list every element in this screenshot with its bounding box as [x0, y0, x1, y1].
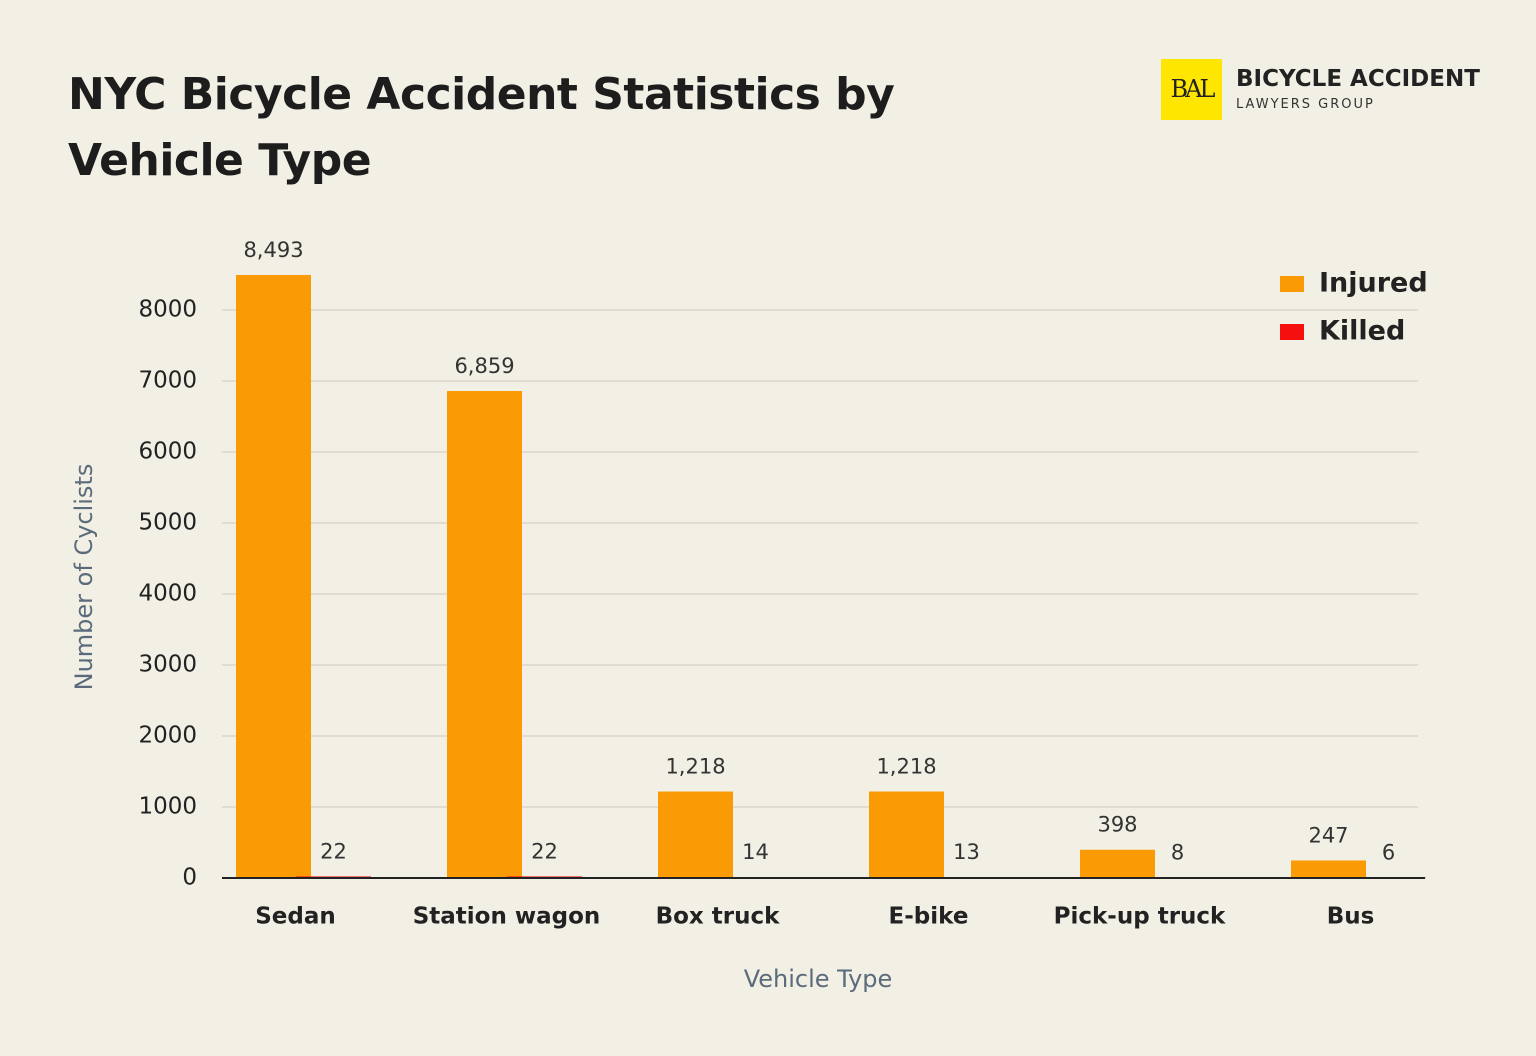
y-tick-label: 3000: [138, 652, 197, 678]
value-label: 398: [1097, 813, 1137, 837]
y-tick-label: 6000: [138, 439, 197, 465]
y-tick-label: 5000: [138, 510, 197, 536]
value-label: 22: [531, 839, 558, 863]
x-tick-label: Station wagon: [413, 904, 601, 930]
value-label: 1,218: [876, 755, 936, 779]
x-tick-label: Sedan: [255, 904, 336, 930]
x-tick-label: E-bike: [889, 904, 969, 930]
x-tick-label: Box truck: [656, 904, 781, 930]
y-tick-label: 1000: [138, 794, 197, 820]
bar: [1080, 849, 1155, 878]
y-axis-title: Number of Cyclists: [70, 464, 98, 691]
bar: [236, 274, 311, 878]
value-label: 13: [953, 840, 980, 864]
x-axis-title: Vehicle Type: [744, 965, 893, 993]
bar: [658, 791, 733, 878]
logo-mark: BAL: [1161, 59, 1222, 120]
bar: [447, 391, 522, 878]
legend-swatch: [1280, 324, 1304, 340]
x-tick-label: Pick-up truck: [1054, 904, 1226, 930]
x-tick-label: Bus: [1327, 904, 1375, 930]
logo-tagline: LAWYERS GROUP: [1236, 97, 1375, 112]
value-label: 22: [320, 839, 347, 863]
legend-label: Injured: [1319, 268, 1428, 299]
bar: [1291, 860, 1366, 878]
legend-swatch: [1280, 276, 1304, 292]
y-tick-label: 4000: [138, 581, 197, 607]
value-label: 6,859: [454, 354, 514, 378]
value-label: 6: [1382, 841, 1395, 865]
chart-title: NYC Bicycle Accident Statistics by Vehic…: [68, 69, 895, 186]
value-label: 247: [1308, 823, 1348, 847]
value-label: 8,493: [243, 238, 303, 262]
bar: [869, 791, 944, 878]
y-tick-label: 8000: [138, 297, 197, 323]
value-label: 8: [1171, 840, 1184, 864]
y-tick-label: 2000: [138, 723, 197, 749]
legend-label: Killed: [1319, 316, 1405, 347]
y-tick-label: 7000: [138, 368, 197, 394]
value-label: 14: [742, 840, 769, 864]
y-tick-label: 0: [182, 865, 197, 891]
value-label: 1,218: [665, 755, 725, 779]
logo-name: BICYCLE ACCIDENT: [1236, 66, 1480, 92]
